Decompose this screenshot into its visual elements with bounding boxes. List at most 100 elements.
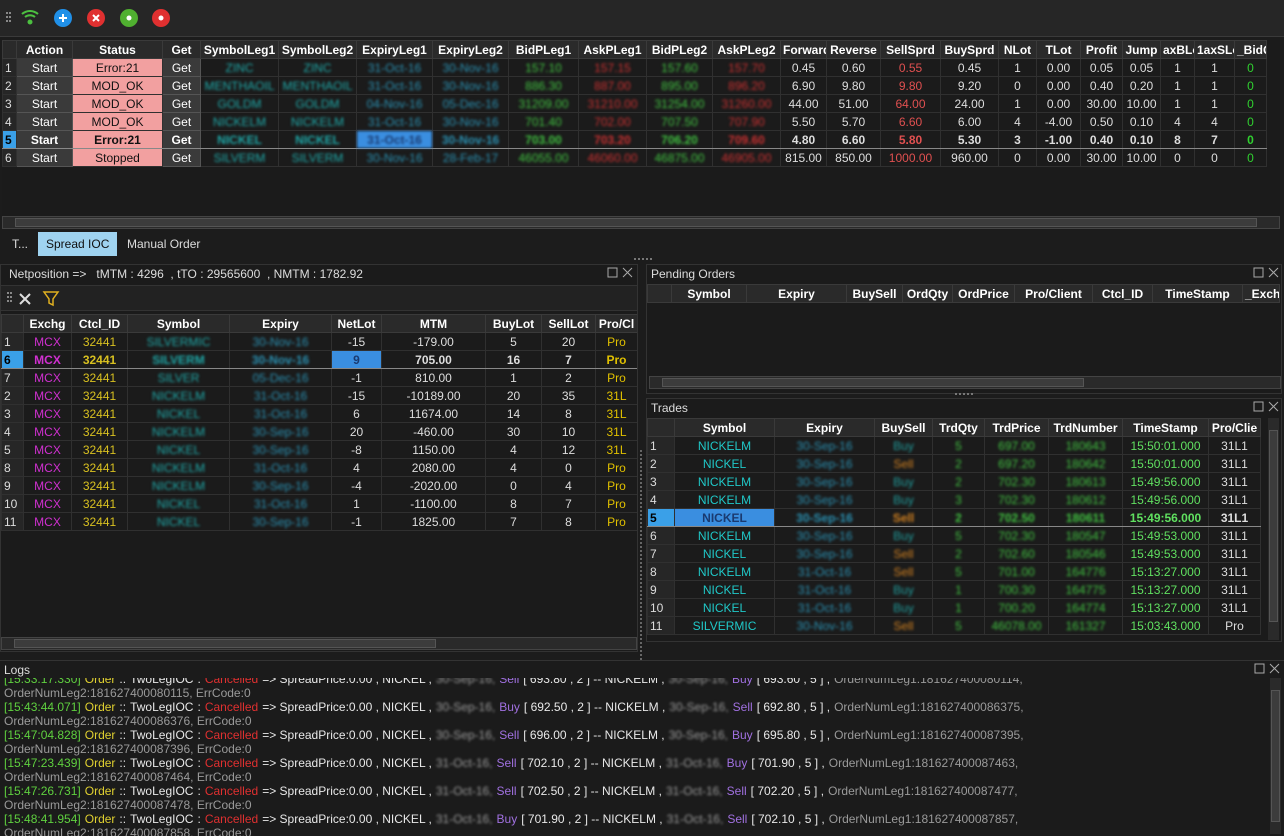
column-header[interactable]: Get bbox=[162, 40, 201, 59]
data-row[interactable]: 9 NICKEL 31-Oct-16 Buy 1 700.30 164775 15:13:27… bbox=[647, 580, 1261, 599]
column-header[interactable]: OrdPrice bbox=[952, 284, 1015, 303]
column-header[interactable]: AskPLeg2 bbox=[712, 40, 781, 59]
v-scrollbar[interactable] bbox=[1270, 678, 1281, 834]
column-header[interactable]: Profit bbox=[1080, 40, 1123, 59]
column-header[interactable]: Expiry bbox=[229, 314, 332, 333]
data-row[interactable]: 8 NICKELM 31-Oct-16 Sell 5 701.00 164776 15:13:… bbox=[647, 562, 1261, 581]
column-header[interactable]: axBLo bbox=[1160, 40, 1195, 59]
column-header[interactable]: BidPLeg2 bbox=[646, 40, 713, 59]
button[interactable]: Get bbox=[162, 112, 201, 131]
column-header[interactable]: TrdPrice bbox=[984, 418, 1049, 437]
button[interactable]: Start bbox=[16, 58, 73, 77]
button[interactable]: Get bbox=[162, 58, 201, 77]
v-scrollbar[interactable] bbox=[1268, 418, 1279, 640]
column-header[interactable]: Status bbox=[72, 40, 163, 59]
column-header[interactable]: TimeStamp bbox=[1152, 284, 1243, 303]
button[interactable]: Start bbox=[16, 112, 73, 131]
column-header[interactable]: ExpiryLeg1 bbox=[356, 40, 433, 59]
column-header[interactable]: Exchg bbox=[23, 314, 72, 333]
data-row[interactable]: 2 NICKEL 30-Sep-16 Sell 2 697.20 180642 15:50:0… bbox=[647, 454, 1261, 473]
column-header[interactable]: Pro/Client bbox=[1014, 284, 1093, 303]
column-header[interactable]: ExpiryLeg2 bbox=[432, 40, 509, 59]
column-header[interactable]: Pro/Clie bbox=[1208, 418, 1261, 437]
column-header[interactable]: NLot bbox=[998, 40, 1037, 59]
column-header[interactable]: Expiry bbox=[746, 284, 847, 303]
data-row[interactable]: 6 MCX 32441 SILVERM 30-Nov-16 9 705.00 16 7 Pro bbox=[1, 350, 637, 369]
button[interactable]: Start bbox=[16, 148, 73, 167]
column-header[interactable]: SellLot bbox=[541, 314, 596, 333]
data-row[interactable]: 8 MCX 32441 NICKELM 31-Oct-16 4 2080.00 4 0 Pro bbox=[1, 458, 637, 477]
data-row[interactable]: 9 MCX 32441 NICKELM 30-Sep-16 -4 -2020.00 0 4 Pro bbox=[1, 476, 637, 495]
panel-buttons[interactable] bbox=[1253, 267, 1281, 279]
filter-icon[interactable] bbox=[42, 291, 60, 307]
column-header[interactable]: NetLot bbox=[331, 314, 382, 333]
data-row[interactable]: 6 NICKELM 30-Sep-16 Buy 5 702.30 180547 15:49:5… bbox=[647, 526, 1261, 545]
data-row[interactable]: 5 MCX 32441 NICKEL 30-Sep-16 -8 1150.00 4 12 31L bbox=[1, 440, 637, 459]
button[interactable]: Get bbox=[162, 130, 201, 149]
column-header[interactable]: TrdNumber bbox=[1048, 418, 1123, 437]
column-header[interactable]: MTM bbox=[381, 314, 486, 333]
data-row[interactable]: 10 NICKEL 31-Oct-16 Buy 1 700.20 164774 15:13:2… bbox=[647, 598, 1261, 617]
panel-buttons[interactable] bbox=[1254, 663, 1282, 675]
button[interactable]: Start bbox=[16, 94, 73, 113]
wifi-icon[interactable] bbox=[21, 10, 39, 25]
data-row[interactable]: 3 Start MOD_OK Get GOLDM GOLDM 04-Nov-16 05-Dec… bbox=[2, 94, 1267, 113]
column-header[interactable]: Reverse bbox=[826, 40, 881, 59]
data-row[interactable]: 10 MCX 32441 NICKEL 31-Oct-16 1 -1100.00 8 7 Pro bbox=[1, 494, 637, 513]
data-row[interactable]: 4 Start MOD_OK Get NICKELM NICKELM 31-Oct-16 30… bbox=[2, 112, 1267, 131]
data-row[interactable]: 4 NICKELM 30-Sep-16 Buy 3 702.30 180612 15:49:5… bbox=[647, 490, 1261, 509]
data-row[interactable]: 7 MCX 32441 SILVER 05-Dec-16 -1 810.00 1 2 Pro bbox=[1, 368, 637, 387]
column-header[interactable]: BuySell bbox=[846, 284, 903, 303]
column-header[interactable]: BuySprd bbox=[940, 40, 999, 59]
data-row[interactable]: 5 Start Error:21 Get NICKEL NICKEL 31-Oct-16 30… bbox=[2, 130, 1267, 149]
data-row[interactable]: 6 Start Stopped Get SILVERM SILVERM 30-Nov-16 2… bbox=[2, 148, 1267, 167]
column-header[interactable]: _Exchg bbox=[1242, 284, 1280, 303]
tab[interactable]: Spread IOC bbox=[38, 232, 118, 256]
tab[interactable]: Manual Order bbox=[127, 237, 201, 251]
column-header[interactable]: OrdQty bbox=[902, 284, 953, 303]
button[interactable]: Get bbox=[162, 148, 201, 167]
button[interactable]: Start bbox=[16, 76, 73, 95]
column-header[interactable]: _BidQ bbox=[1234, 40, 1267, 59]
data-row[interactable]: 5 NICKEL 30-Sep-16 Sell 2 702.50 180611 15:49:5… bbox=[647, 508, 1261, 527]
column-header[interactable]: Forward bbox=[780, 40, 827, 59]
panel-buttons[interactable] bbox=[607, 267, 635, 279]
panel-buttons[interactable] bbox=[1253, 401, 1281, 413]
column-header[interactable]: Action bbox=[16, 40, 73, 59]
column-header[interactable]: SymbolLeg1 bbox=[200, 40, 279, 59]
column-header[interactable]: Symbol bbox=[671, 284, 747, 303]
data-row[interactable]: 7 NICKEL 30-Sep-16 Sell 2 702.60 180546 15:49:5… bbox=[647, 544, 1261, 563]
h-scrollbar[interactable] bbox=[649, 376, 1281, 389]
data-row[interactable]: 3 MCX 32441 NICKEL 31-Oct-16 6 11674.00 14 8 31L bbox=[1, 404, 637, 423]
column-header[interactable]: SellSprd bbox=[880, 40, 941, 59]
data-row[interactable]: 2 MCX 32441 NICKELM 31-Oct-16 -15 -10189.00 20 3… bbox=[1, 386, 637, 405]
column-header[interactable]: Ctcl_ID bbox=[71, 314, 128, 333]
h-scrollbar[interactable] bbox=[2, 216, 1280, 229]
data-row[interactable]: 11 SILVERMIC 30-Nov-16 Sell 5 46078.00 161327 1… bbox=[647, 616, 1261, 635]
data-row[interactable]: 3 NICKELM 30-Sep-16 Buy 2 702.30 180613 15:49:5… bbox=[647, 472, 1261, 491]
h-scrollbar[interactable] bbox=[1, 637, 637, 650]
column-header[interactable]: Symbol bbox=[674, 418, 775, 437]
data-row[interactable]: 1 MCX 32441 SILVERMIC 30-Nov-16 -15 -179.00 5 20… bbox=[1, 332, 637, 351]
column-header[interactable]: TrdQty bbox=[932, 418, 985, 437]
column-header[interactable]: 1axSLo bbox=[1194, 40, 1235, 59]
column-header[interactable]: Expiry bbox=[774, 418, 875, 437]
column-header[interactable]: Symbol bbox=[127, 314, 230, 333]
column-header[interactable]: Ctcl_ID bbox=[1092, 284, 1153, 303]
column-header[interactable]: SymbolLeg2 bbox=[278, 40, 357, 59]
data-row[interactable]: 1 NICKELM 30-Sep-16 Buy 5 697.00 180643 15:50:0… bbox=[647, 436, 1261, 455]
column-header[interactable]: BuySell bbox=[874, 418, 933, 437]
column-header[interactable]: TLot bbox=[1036, 40, 1081, 59]
tools-icon[interactable] bbox=[19, 293, 31, 305]
data-row[interactable]: 1 Start Error:21 Get ZINC ZINC 31-Oct-16 30-Nov… bbox=[2, 58, 1267, 77]
column-header[interactable]: TimeStamp bbox=[1122, 418, 1209, 437]
tab[interactable]: T... bbox=[12, 237, 29, 251]
data-row[interactable]: 2 Start MOD_OK Get MENTHAOIL MENTHAOIL 31-Oct-… bbox=[2, 76, 1267, 95]
data-row[interactable]: 4 MCX 32441 NICKELM 30-Sep-16 20 -460.00 30 10 31… bbox=[1, 422, 637, 441]
button[interactable]: Get bbox=[162, 94, 201, 113]
column-header[interactable]: BuyLot bbox=[485, 314, 542, 333]
data-row[interactable]: 11 MCX 32441 NICKEL 30-Sep-16 -1 1825.00 7 8 Pro bbox=[1, 512, 637, 531]
column-header[interactable]: Pro/Cl bbox=[595, 314, 637, 333]
column-header[interactable]: Jump bbox=[1122, 40, 1161, 59]
button[interactable]: Start bbox=[16, 130, 73, 149]
